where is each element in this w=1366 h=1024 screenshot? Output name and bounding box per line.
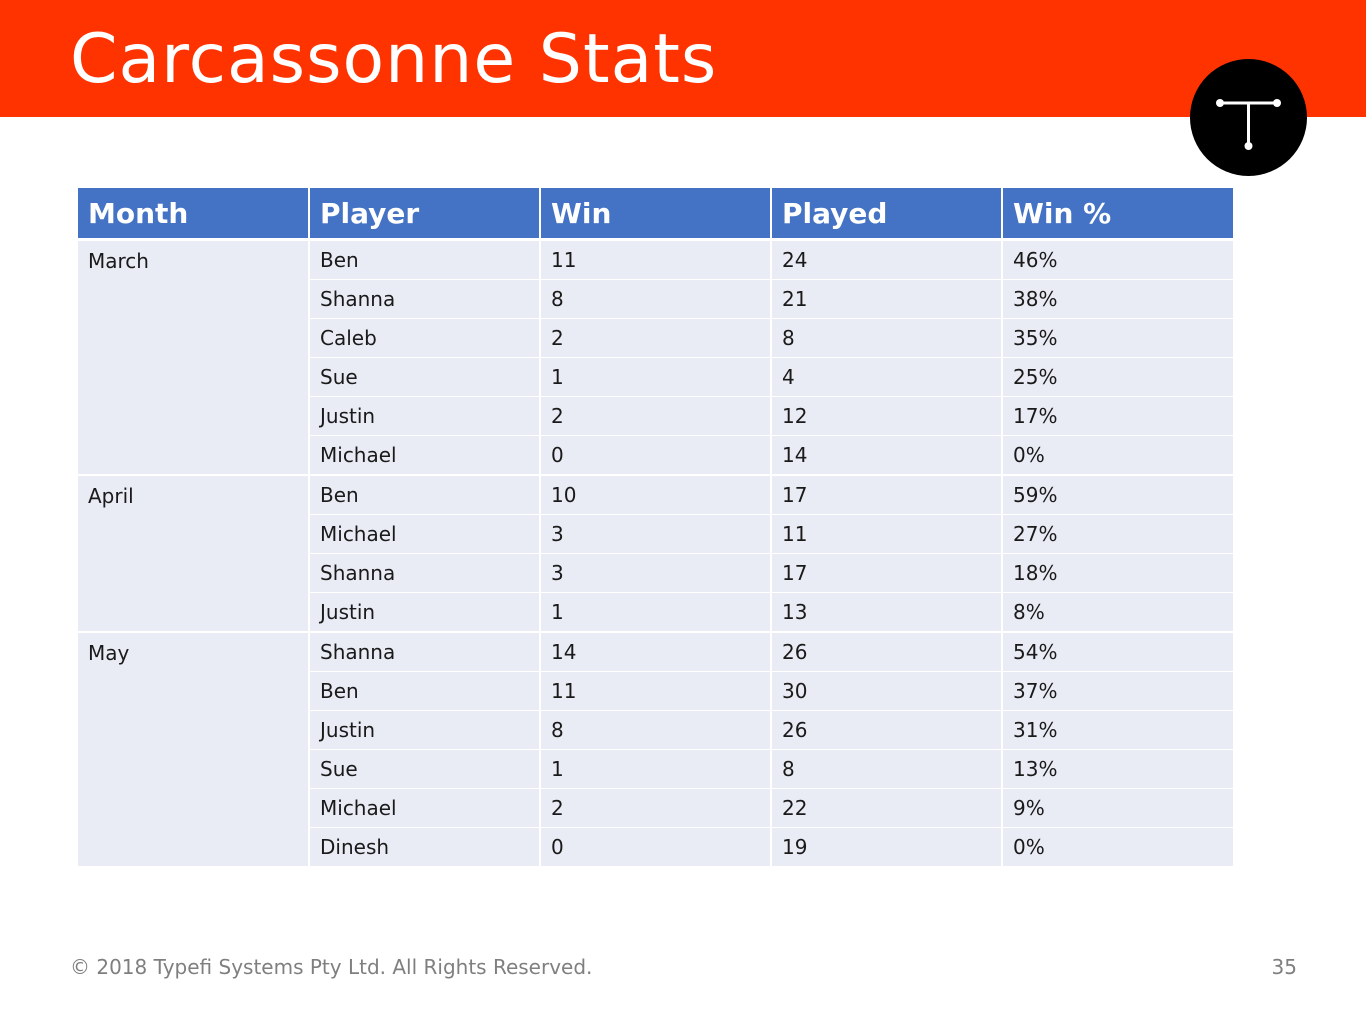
cell-win-percent: 0% (1001, 827, 1233, 868)
cell-played: 4 (770, 357, 1002, 397)
table-row: Justin 1 13 8% (78, 592, 1233, 633)
cell-played: 13 (770, 592, 1002, 633)
cell-played: 22 (770, 788, 1002, 828)
cell-win: 1 (539, 592, 771, 633)
cell-player: Michael (308, 788, 540, 828)
table-row: Sue 1 4 25% (78, 357, 1233, 397)
cell-player: Justin (308, 396, 540, 436)
table-header-row: Month Player Win Played Win % (78, 188, 1233, 241)
cell-win: 3 (539, 514, 771, 554)
cell-win-percent: 35% (1001, 318, 1233, 358)
cell-player: Justin (308, 710, 540, 750)
cell-player: Caleb (308, 318, 540, 358)
table-row: Sue 1 8 13% (78, 749, 1233, 789)
stats-table: Month Player Win Played Win % March Ben 11… (78, 188, 1233, 868)
cell-month: March (78, 239, 309, 476)
table-row: Ben 11 30 37% (78, 671, 1233, 711)
table-row: Justin 8 26 31% (78, 710, 1233, 750)
cell-win: 2 (539, 318, 771, 358)
cell-played: 14 (770, 435, 1002, 476)
cell-win-percent: 17% (1001, 396, 1233, 436)
header-played: Played (770, 188, 1002, 241)
cell-win: 2 (539, 788, 771, 828)
cell-player: Shanna (308, 632, 540, 672)
cell-played: 30 (770, 671, 1002, 711)
cell-played: 24 (770, 239, 1002, 280)
cell-played: 11 (770, 514, 1002, 554)
cell-win: 8 (539, 279, 771, 319)
cell-win: 8 (539, 710, 771, 750)
table-body: March Ben 11 24 46% Shanna 8 21 38% Caleb 2 8 35% Sue… (78, 239, 1233, 868)
cell-player: Shanna (308, 279, 540, 319)
cell-win: 3 (539, 553, 771, 593)
cell-win: 11 (539, 239, 771, 280)
footer-copyright: © 2018 Typefi Systems Pty Ltd. All Right… (70, 955, 593, 979)
cell-win: 1 (539, 749, 771, 789)
cell-player: Ben (308, 475, 540, 515)
cell-win-percent: 8% (1001, 592, 1233, 633)
cell-win-percent: 54% (1001, 632, 1233, 672)
cell-win-percent: 9% (1001, 788, 1233, 828)
cell-win: 0 (539, 827, 771, 868)
cell-played: 12 (770, 396, 1002, 436)
table-row: Michael 0 14 0% (78, 435, 1233, 476)
cell-win: 1 (539, 357, 771, 397)
cell-win-percent: 37% (1001, 671, 1233, 711)
cell-win: 2 (539, 396, 771, 436)
cell-win-percent: 59% (1001, 475, 1233, 515)
cell-win-percent: 27% (1001, 514, 1233, 554)
cell-player: Ben (308, 239, 540, 280)
cell-player: Michael (308, 435, 540, 476)
header-month: Month (78, 188, 309, 241)
title-bar: Carcassonne Stats (0, 0, 1366, 117)
cell-month: April (78, 475, 309, 633)
cell-played: 26 (770, 632, 1002, 672)
cell-played: 19 (770, 827, 1002, 868)
cell-played: 17 (770, 475, 1002, 515)
header-win: Win (539, 188, 771, 241)
table-row: Michael 3 11 27% (78, 514, 1233, 554)
cell-played: 8 (770, 749, 1002, 789)
cell-player: Shanna (308, 553, 540, 593)
table-row: Justin 2 12 17% (78, 396, 1233, 436)
cell-player: Justin (308, 592, 540, 633)
cell-played: 21 (770, 279, 1002, 319)
table-row: Shanna 8 21 38% (78, 279, 1233, 319)
cell-player: Dinesh (308, 827, 540, 868)
page-number: 35 (1271, 955, 1297, 979)
cell-win: 10 (539, 475, 771, 515)
cell-player: Michael (308, 514, 540, 554)
cell-player: Sue (308, 749, 540, 789)
table-row: Caleb 2 8 35% (78, 318, 1233, 358)
header-win-percent: Win % (1001, 188, 1233, 241)
cell-played: 8 (770, 318, 1002, 358)
cell-win-percent: 46% (1001, 239, 1233, 280)
cell-win-percent: 0% (1001, 435, 1233, 476)
cell-win: 14 (539, 632, 771, 672)
header-player: Player (308, 188, 540, 241)
cell-win: 0 (539, 435, 771, 476)
cell-player: Sue (308, 357, 540, 397)
table-row: Dinesh 0 19 0% (78, 827, 1233, 868)
cell-win-percent: 18% (1001, 553, 1233, 593)
cell-win-percent: 13% (1001, 749, 1233, 789)
typefi-t-logo-icon (1216, 99, 1281, 150)
cell-win-percent: 31% (1001, 710, 1233, 750)
table-row: March Ben 11 24 46% (78, 239, 1233, 476)
cell-win: 11 (539, 671, 771, 711)
slide-title: Carcassonne Stats (70, 20, 718, 99)
cell-win-percent: 25% (1001, 357, 1233, 397)
cell-played: 17 (770, 553, 1002, 593)
cell-played: 26 (770, 710, 1002, 750)
table-row: Michael 2 22 9% (78, 788, 1233, 828)
cell-player: Ben (308, 671, 540, 711)
typefi-logo (1190, 59, 1307, 176)
table-row: Shanna 3 17 18% (78, 553, 1233, 593)
cell-win-percent: 38% (1001, 279, 1233, 319)
table-row: April Ben 10 17 59% (78, 475, 1233, 633)
cell-month: May (78, 632, 309, 868)
table-row: May Shanna 14 26 54% (78, 632, 1233, 868)
